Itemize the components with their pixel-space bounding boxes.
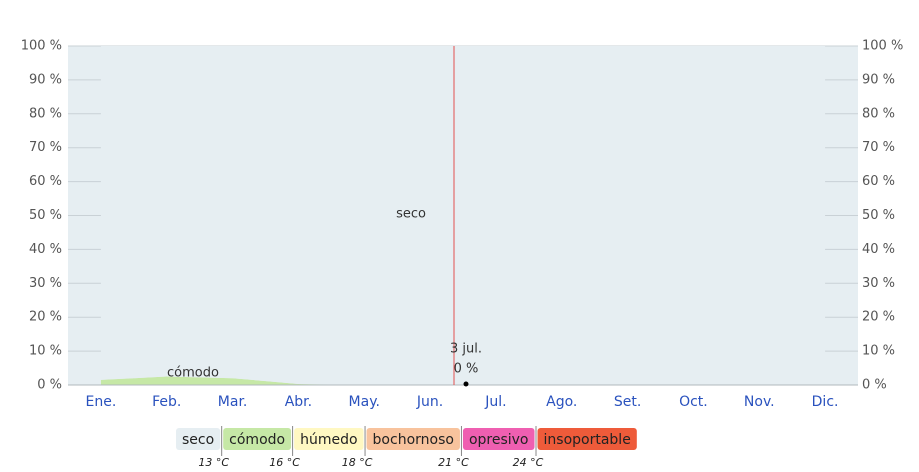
y2-tick-label: 10 %	[862, 344, 895, 359]
threshold-label: 16 °C	[269, 456, 300, 469]
legend-swatch	[223, 428, 292, 450]
threshold-label: 13 °C	[198, 456, 229, 469]
y2-tick-label: 30 %	[862, 276, 895, 291]
x-tick-label: Jul.	[484, 394, 506, 410]
y2-tick-label: 100 %	[862, 39, 903, 54]
x-tick-label: Oct.	[679, 394, 708, 410]
area-label: cómodo	[167, 366, 219, 381]
y-tick-label: 20 %	[29, 310, 62, 325]
annotation-dot	[463, 381, 469, 387]
legend-swatch	[462, 428, 535, 450]
x-tick-label: Ene.	[86, 394, 117, 410]
y2-tick-label: 70 %	[862, 140, 895, 155]
area-label: seco	[396, 207, 426, 222]
y-tick-label: 100 %	[21, 39, 62, 54]
area-1	[100, 376, 826, 385]
threshold-label: 24 °C	[513, 456, 544, 469]
x-tick-label: Dic.	[812, 394, 839, 410]
y2-tick-label: 60 %	[862, 174, 895, 189]
legend-swatch	[176, 428, 221, 450]
y-tick-label: 0 %	[37, 378, 62, 393]
x-tick-label: Set.	[614, 394, 641, 410]
legend-swatch	[537, 428, 637, 450]
legend-label: húmedo	[300, 432, 357, 448]
y-tick-label: 80 %	[29, 106, 62, 121]
y2-tick-label: 20 %	[862, 310, 895, 325]
x-tick-label: Mar.	[218, 394, 248, 410]
y-tick-label: 10 %	[29, 344, 62, 359]
legend-label: bochornoso	[373, 432, 454, 448]
y2-tick-label: 0 %	[862, 378, 887, 393]
x-tick-label: Jun.	[416, 394, 443, 410]
legend-label: cómodo	[229, 432, 285, 448]
y2-tick-label: 40 %	[862, 242, 895, 257]
x-tick-label: Nov.	[744, 394, 775, 410]
y2-tick-label: 80 %	[862, 106, 895, 121]
y-tick-label: 50 %	[29, 208, 62, 223]
x-tick-label: Ago.	[546, 394, 577, 410]
threshold-label: 21 °C	[438, 456, 469, 469]
y-tick-label: 40 %	[29, 242, 62, 257]
x-tick-label: May.	[349, 394, 380, 410]
legend-label: opresivo	[469, 432, 529, 448]
annotation-date: 3 jul.	[450, 342, 482, 357]
y-tick-label: 60 %	[29, 174, 62, 189]
y-tick-label: 70 %	[29, 140, 62, 155]
legend-label: insoportable	[544, 432, 631, 448]
x-tick-label: Abr.	[285, 394, 312, 410]
x-tick-label: Feb.	[152, 394, 181, 410]
legend-label: seco	[182, 432, 214, 448]
y-tick-label: 30 %	[29, 276, 62, 291]
legend-swatch	[366, 428, 460, 450]
threshold-label: 18 °C	[342, 456, 373, 469]
legend-swatch	[294, 428, 364, 450]
area-0	[100, 46, 826, 385]
annotation-value: 0 %	[454, 362, 479, 377]
y-tick-label: 90 %	[29, 72, 62, 87]
y2-tick-label: 50 %	[862, 208, 895, 223]
y2-tick-label: 90 %	[862, 72, 895, 87]
